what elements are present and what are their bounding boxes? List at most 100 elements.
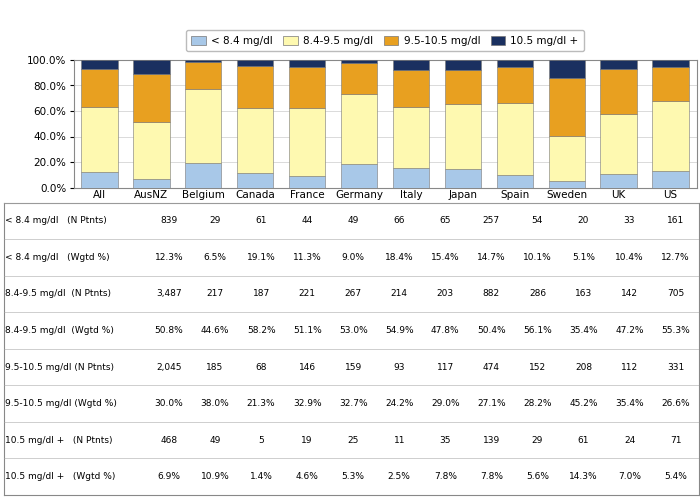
Text: 50.4%: 50.4% (477, 326, 505, 335)
Bar (185, 62, 221, 89)
Text: 9.5-10.5 mg/dl (N Ptnts): 9.5-10.5 mg/dl (N Ptnts) (5, 362, 114, 372)
Text: 1.4%: 1.4% (250, 472, 272, 481)
Bar (393, 70, 429, 107)
Bar (341, 164, 377, 188)
Text: 47.2%: 47.2% (615, 326, 644, 335)
Text: 19: 19 (302, 436, 313, 444)
Bar (289, 108, 326, 176)
Bar (81, 69, 118, 107)
Bar (652, 67, 689, 101)
Text: 117: 117 (437, 362, 454, 372)
Text: 10.5 mg/dl +   (Wgtd %): 10.5 mg/dl + (Wgtd %) (5, 472, 116, 481)
Text: 45.2%: 45.2% (569, 399, 598, 408)
Text: 14.3%: 14.3% (569, 472, 598, 481)
Bar (601, 60, 637, 69)
Text: 705: 705 (667, 290, 684, 298)
Bar (237, 66, 274, 108)
Text: 29: 29 (209, 216, 220, 226)
Text: 93: 93 (393, 362, 405, 372)
Text: 12.7%: 12.7% (662, 253, 690, 262)
Text: 32.7%: 32.7% (339, 399, 368, 408)
Bar (549, 136, 585, 181)
Bar (237, 173, 274, 188)
Text: 20: 20 (578, 216, 589, 226)
Text: 26.6%: 26.6% (662, 399, 690, 408)
Bar (133, 179, 169, 188)
Text: 142: 142 (621, 290, 638, 298)
Text: 18.4%: 18.4% (385, 253, 414, 262)
Text: 24: 24 (624, 436, 635, 444)
Text: 33: 33 (624, 216, 636, 226)
Text: < 8.4 mg/dl   (Wgtd %): < 8.4 mg/dl (Wgtd %) (5, 253, 109, 262)
Text: 882: 882 (483, 290, 500, 298)
Text: 217: 217 (206, 290, 223, 298)
Text: 2,045: 2,045 (156, 362, 182, 372)
Text: 11.3%: 11.3% (293, 253, 321, 262)
Text: 221: 221 (299, 290, 316, 298)
Bar (601, 69, 637, 114)
Bar (444, 70, 481, 104)
Bar (133, 122, 169, 179)
Text: 32.9%: 32.9% (293, 399, 321, 408)
Text: 139: 139 (483, 436, 500, 444)
Text: 6.5%: 6.5% (204, 253, 227, 262)
Legend: < 8.4 mg/dl, 8.4-9.5 mg/dl, 9.5-10.5 mg/dl, 10.5 mg/dl +: < 8.4 mg/dl, 8.4-9.5 mg/dl, 9.5-10.5 mg/… (186, 30, 584, 51)
Text: 9.5-10.5 mg/dl (Wgtd %): 9.5-10.5 mg/dl (Wgtd %) (5, 399, 117, 408)
Bar (341, 63, 377, 94)
Text: 474: 474 (483, 362, 500, 372)
Text: 71: 71 (670, 436, 681, 444)
Text: < 8.4 mg/dl   (N Ptnts): < 8.4 mg/dl (N Ptnts) (5, 216, 106, 226)
Text: 19.1%: 19.1% (246, 253, 276, 262)
Bar (652, 60, 689, 67)
Bar (601, 174, 637, 188)
Text: 8.4-9.5 mg/dl  (N Ptnts): 8.4-9.5 mg/dl (N Ptnts) (5, 290, 111, 298)
Bar (601, 114, 637, 174)
Bar (496, 67, 533, 103)
Bar (444, 104, 481, 169)
Text: 14.7%: 14.7% (477, 253, 505, 262)
Text: 38.0%: 38.0% (201, 399, 230, 408)
Text: 159: 159 (344, 362, 362, 372)
Bar (549, 60, 585, 78)
Text: 61: 61 (256, 216, 267, 226)
Bar (652, 101, 689, 172)
Text: 214: 214 (391, 290, 408, 298)
Text: 47.8%: 47.8% (431, 326, 460, 335)
Text: 29.0%: 29.0% (431, 399, 460, 408)
Text: 66: 66 (393, 216, 405, 226)
Text: 152: 152 (529, 362, 546, 372)
Bar (289, 60, 326, 67)
Bar (237, 60, 274, 66)
Text: 146: 146 (299, 362, 316, 372)
Bar (341, 60, 377, 63)
Bar (133, 74, 169, 122)
Text: 839: 839 (160, 216, 178, 226)
Text: 54.9%: 54.9% (385, 326, 414, 335)
Bar (393, 60, 429, 70)
Text: 7.8%: 7.8% (434, 472, 457, 481)
Text: 5.1%: 5.1% (572, 253, 595, 262)
Text: 58.2%: 58.2% (247, 326, 275, 335)
Text: 5.6%: 5.6% (526, 472, 549, 481)
Text: 68: 68 (256, 362, 267, 372)
Text: 468: 468 (160, 436, 178, 444)
Text: 163: 163 (575, 290, 592, 298)
Bar (81, 172, 118, 188)
Text: 35.4%: 35.4% (569, 326, 598, 335)
Bar (393, 107, 429, 168)
Text: 53.0%: 53.0% (339, 326, 368, 335)
Text: 44.6%: 44.6% (201, 326, 230, 335)
Text: 10.4%: 10.4% (615, 253, 644, 262)
Text: 24.2%: 24.2% (385, 399, 414, 408)
Text: 5: 5 (258, 436, 264, 444)
Bar (496, 60, 533, 67)
Text: 9.0%: 9.0% (342, 253, 365, 262)
Text: 267: 267 (344, 290, 362, 298)
Bar (652, 172, 689, 188)
Text: 61: 61 (578, 436, 589, 444)
Bar (185, 89, 221, 163)
Bar (289, 176, 326, 188)
Bar (237, 108, 274, 173)
Text: 55.3%: 55.3% (662, 326, 690, 335)
Text: 161: 161 (667, 216, 684, 226)
